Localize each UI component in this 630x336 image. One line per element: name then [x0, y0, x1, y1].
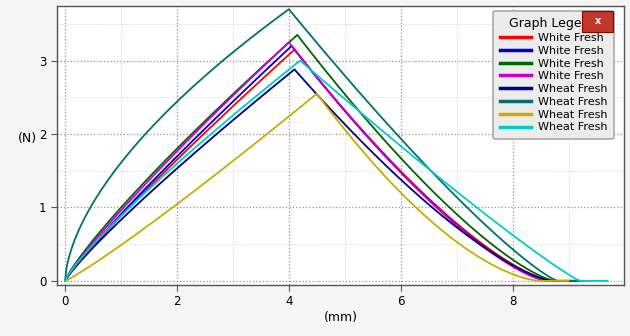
Legend: White Fresh, White Fresh, White Fresh, White Fresh, Wheat Fresh, Wheat Fresh, Wh: White Fresh, White Fresh, White Fresh, W… — [493, 10, 614, 139]
Y-axis label: (N): (N) — [18, 132, 37, 145]
FancyBboxPatch shape — [582, 11, 614, 32]
Text: x: x — [595, 16, 601, 26]
X-axis label: (mm): (mm) — [324, 311, 358, 324]
